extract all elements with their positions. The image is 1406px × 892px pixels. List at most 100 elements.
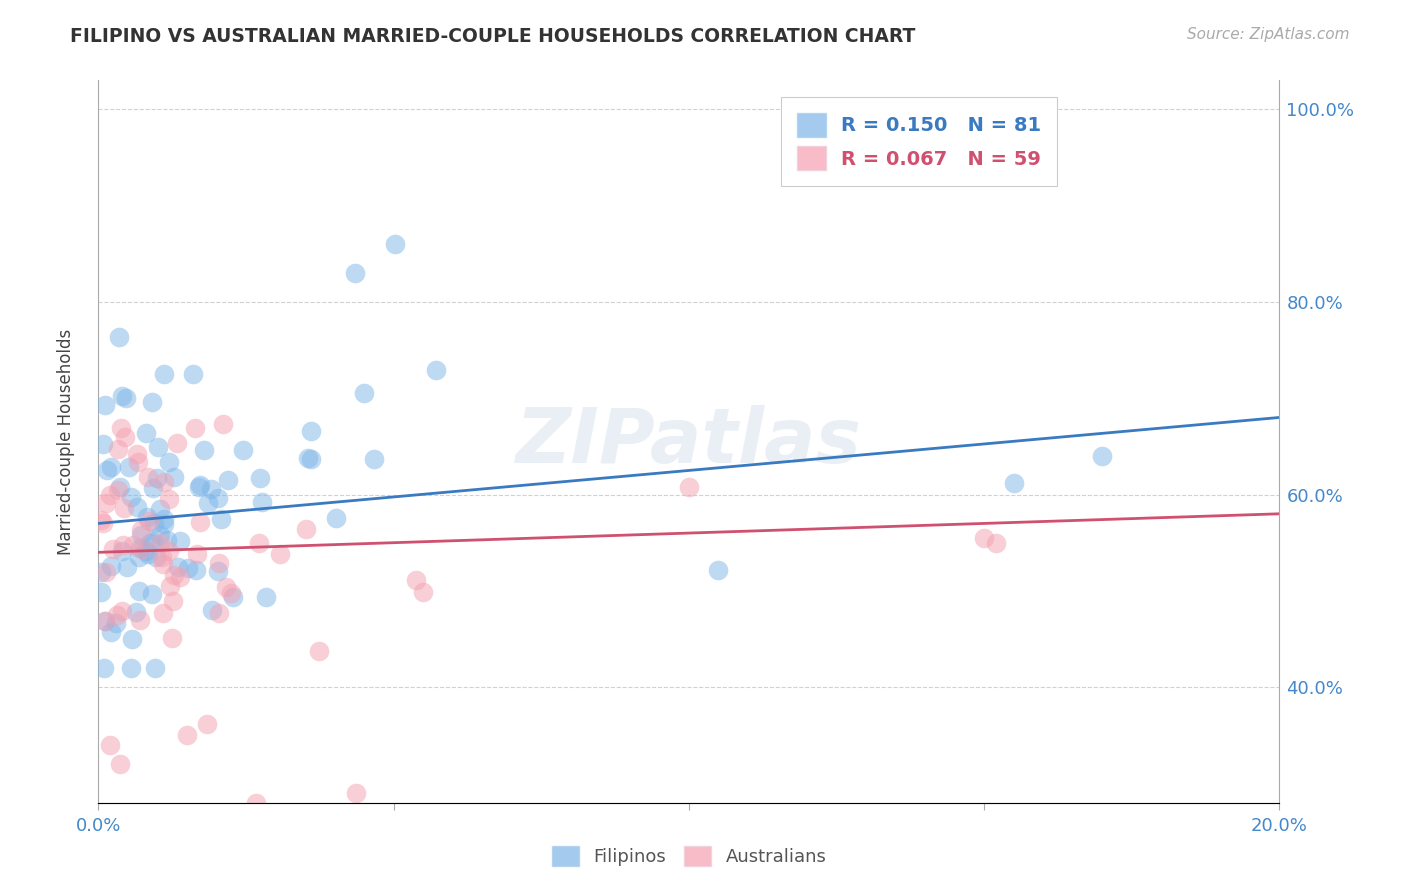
Point <box>176 561 198 575</box>
Point <box>100 558 122 573</box>
Point <box>221 591 243 605</box>
Point <box>94 496 117 510</box>
Point <box>142 481 165 495</box>
Point <box>143 516 166 530</box>
Point <box>157 455 180 469</box>
Text: ZIPatlas: ZIPatlas <box>516 405 862 478</box>
Point <box>153 511 176 525</box>
Point <box>157 544 180 558</box>
Point <box>111 604 134 618</box>
Point <box>120 661 142 675</box>
Point <box>94 615 117 629</box>
Point <box>186 563 208 577</box>
Point <box>96 566 118 580</box>
Point <box>135 544 157 558</box>
Point <box>127 446 149 460</box>
Point <box>138 536 160 550</box>
Point <box>973 531 995 545</box>
Point <box>425 363 447 377</box>
Point <box>353 386 375 401</box>
Point <box>107 329 129 343</box>
Point <box>94 614 117 628</box>
Point <box>254 590 277 604</box>
Point <box>678 480 700 494</box>
Point <box>294 522 316 536</box>
Point <box>412 585 434 599</box>
Point <box>1091 449 1114 463</box>
Point <box>136 547 159 561</box>
Point <box>250 494 273 508</box>
Point <box>384 237 406 252</box>
Point <box>90 585 112 599</box>
Point <box>325 511 347 525</box>
Point <box>197 716 219 731</box>
Point <box>159 579 181 593</box>
Point <box>117 460 139 475</box>
Point <box>181 368 204 382</box>
Point <box>110 421 132 435</box>
Point <box>129 523 152 537</box>
Point <box>184 421 207 435</box>
Point <box>188 480 211 494</box>
Point <box>167 559 190 574</box>
Point <box>186 547 208 561</box>
Point <box>101 542 124 557</box>
Point <box>221 586 243 600</box>
Point <box>149 528 172 542</box>
Point <box>152 606 174 620</box>
Point <box>232 443 254 458</box>
Point <box>125 500 148 515</box>
Y-axis label: Married-couple Households: Married-couple Households <box>56 328 75 555</box>
Point <box>120 490 142 504</box>
Point <box>197 496 219 510</box>
Point <box>114 429 136 443</box>
Point <box>90 565 112 579</box>
Point <box>149 502 172 516</box>
Point <box>269 547 291 561</box>
Point <box>166 435 188 450</box>
Point <box>125 605 148 619</box>
Point <box>169 570 191 584</box>
Point <box>208 557 231 571</box>
Point <box>162 594 184 608</box>
Legend: Filipinos, Australians: Filipinos, Australians <box>544 838 834 873</box>
Point <box>98 488 121 502</box>
Point <box>107 483 129 497</box>
Point <box>115 560 138 574</box>
Point <box>157 491 180 506</box>
Point <box>105 615 128 630</box>
Point <box>128 583 150 598</box>
Point <box>121 537 143 551</box>
Point <box>128 550 150 565</box>
Point <box>141 394 163 409</box>
Point <box>91 516 114 530</box>
Point <box>150 549 173 564</box>
Point <box>149 536 172 550</box>
Point <box>129 613 152 627</box>
Point <box>247 536 270 550</box>
Point <box>153 516 176 531</box>
Point <box>163 470 186 484</box>
Point <box>94 398 117 412</box>
Point <box>128 541 150 555</box>
Point <box>138 514 160 528</box>
Point <box>148 440 170 454</box>
Point <box>217 473 239 487</box>
Point <box>111 544 134 558</box>
Point <box>299 452 322 467</box>
Point <box>115 391 138 405</box>
Point <box>108 757 131 772</box>
Point <box>136 470 159 484</box>
Point <box>111 538 134 552</box>
Point <box>121 632 143 646</box>
Point <box>207 564 229 578</box>
Point <box>207 491 229 505</box>
Point <box>146 470 169 484</box>
Point <box>91 437 114 451</box>
Point <box>163 567 186 582</box>
Point <box>245 796 267 810</box>
Point <box>136 510 159 524</box>
Point <box>153 475 176 489</box>
Point <box>90 513 112 527</box>
Point <box>308 644 330 658</box>
